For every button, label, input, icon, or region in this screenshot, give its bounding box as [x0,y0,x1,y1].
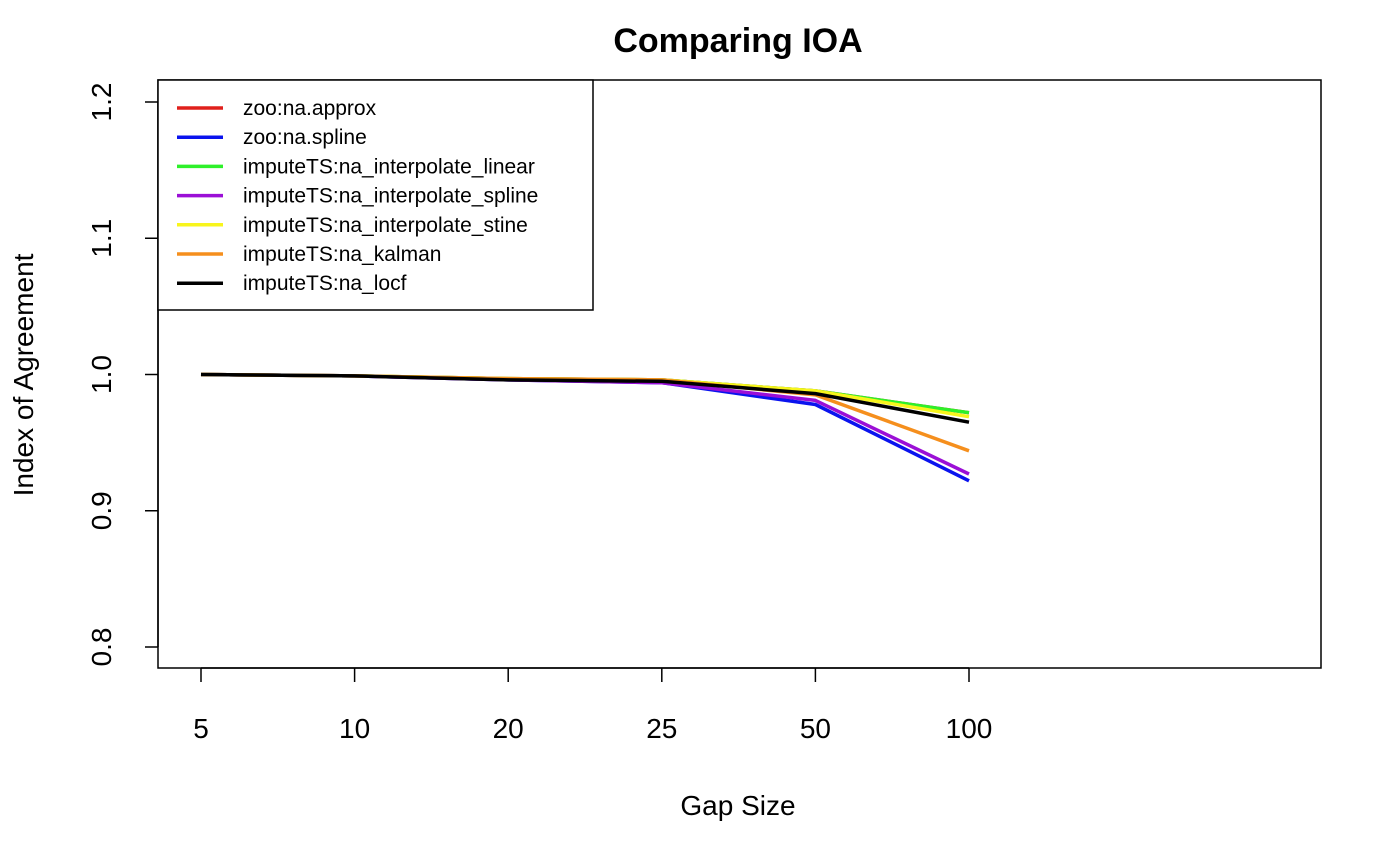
legend-label: zoo:na.approx [243,97,377,120]
legend-box [157,79,594,311]
x-tick-label: 50 [800,713,831,744]
y-tick-label: 0.9 [86,491,117,530]
series-line-imputets-na-locf [200,372,970,424]
x-tick-label: 20 [493,713,524,744]
y-axis: 0.8 0.9 1.0 1.1 1.2 [86,83,159,667]
x-tick-label: 100 [946,713,993,744]
x-tick-label: 5 [193,713,209,744]
legend-label: imputeTS:na_interpolate_stine [243,214,528,237]
y-tick-label: 1.2 [86,83,117,122]
legend-label: imputeTS:na_locf [243,272,407,295]
x-axis-label: Gap Size [680,790,795,821]
legend-label: imputeTS:na_interpolate_spline [243,185,538,208]
y-tick-label: 1.0 [86,355,117,394]
series-lines [200,372,970,483]
series-line-imputets-na-kalman [200,372,970,453]
legend: zoo:na.approx zoo:na.spline imputeTS:na_in… [157,79,594,311]
legend-label: zoo:na.spline [243,126,367,149]
y-tick-label: 0.8 [86,628,117,667]
x-tick-label: 10 [339,713,370,744]
chart-title: Comparing IOA [613,22,862,60]
y-tick-label: 1.1 [86,219,117,258]
legend-label: imputeTS:na_kalman [243,243,441,266]
legend-label: imputeTS:na_interpolate_linear [243,155,535,178]
series-line-zoo-na-spline [200,372,970,483]
y-axis-label: Index of Agreement [8,253,39,496]
x-axis: 5 10 20 25 50 100 [193,667,993,744]
x-tick-label: 25 [646,713,677,744]
